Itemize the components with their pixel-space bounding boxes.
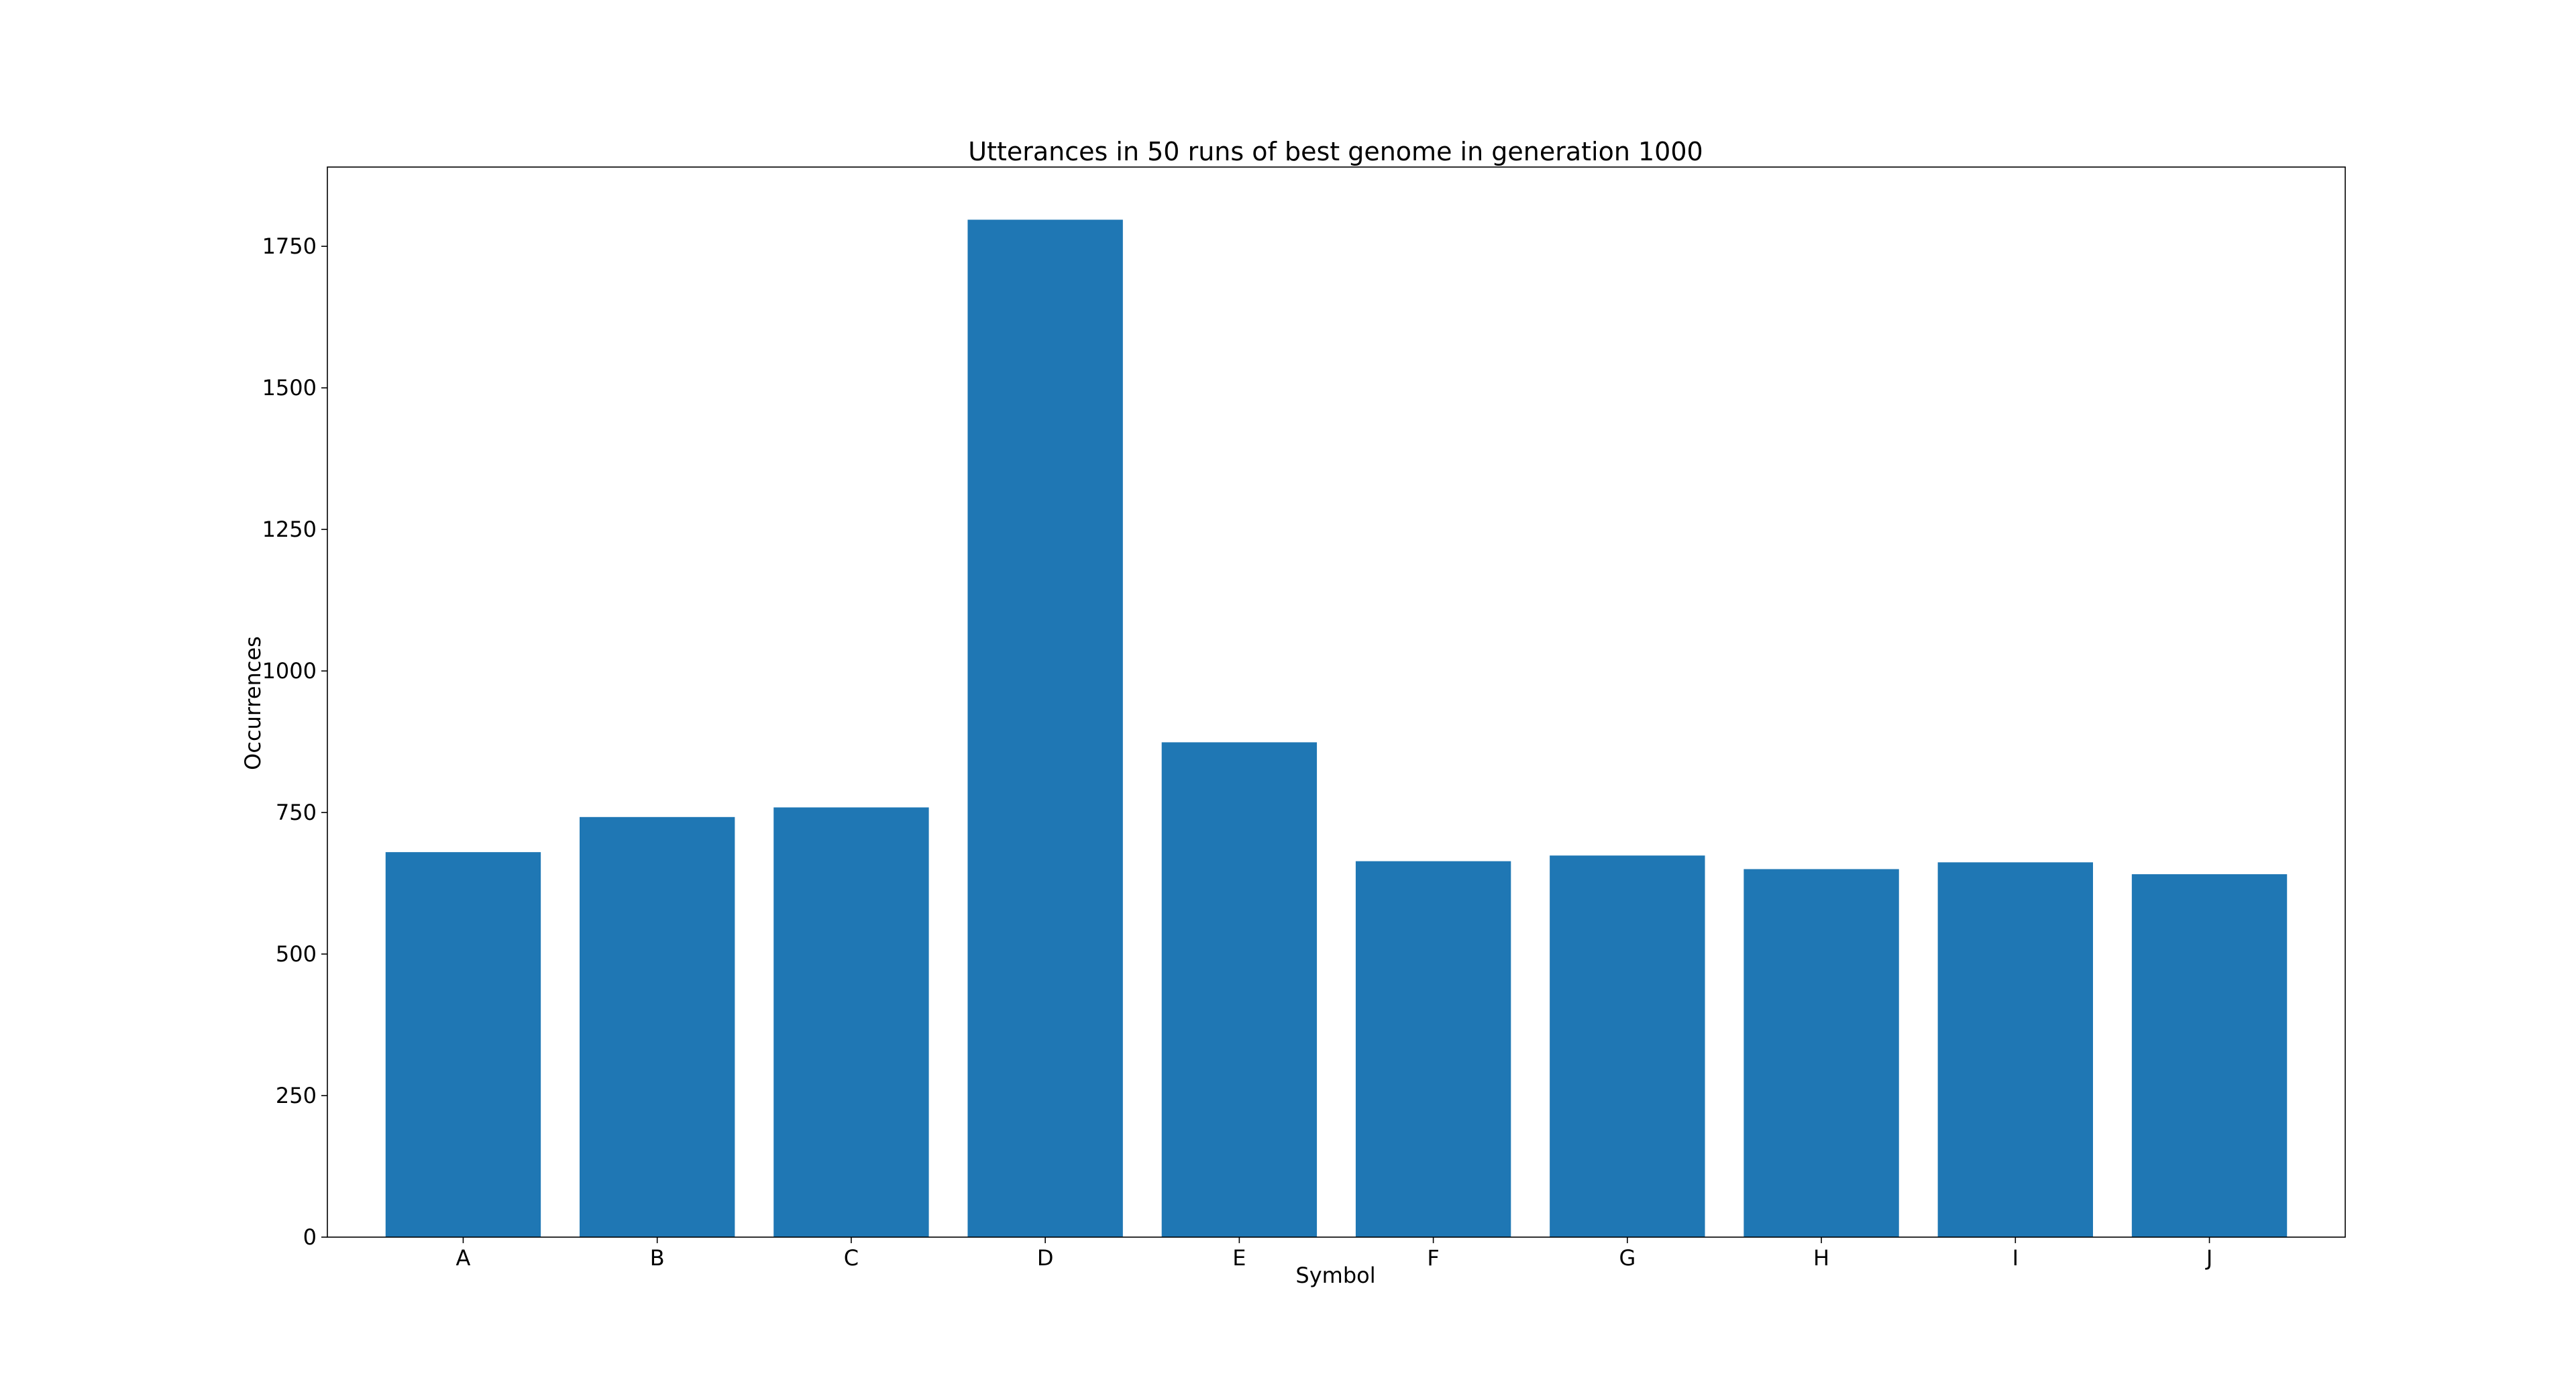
- x-tick-label: C: [844, 1245, 859, 1271]
- bar-I: [1937, 862, 2093, 1237]
- y-tick-label: 250: [276, 1083, 317, 1108]
- x-tick-label: J: [2205, 1245, 2212, 1271]
- bar-A: [385, 852, 541, 1237]
- x-tick-label: A: [456, 1245, 471, 1271]
- y-axis-ticks: 0 250 500 750 1000 1250 1500 1750: [262, 233, 327, 1250]
- y-tick-label: 1500: [262, 375, 317, 401]
- x-tick-label: E: [1232, 1245, 1246, 1271]
- bar-E: [1161, 742, 1318, 1237]
- x-axis-ticks: A B C D E F G H I J: [456, 1237, 2212, 1271]
- x-tick-label: F: [1427, 1245, 1439, 1271]
- y-tick-label: 1750: [262, 233, 317, 259]
- y-tick-label: 0: [303, 1224, 317, 1250]
- bar-G: [1550, 855, 1705, 1237]
- plot-area-frame: [327, 166, 2346, 1238]
- bar-J: [2131, 874, 2288, 1237]
- x-tick-label: B: [650, 1245, 665, 1271]
- y-tick-label: 750: [276, 800, 317, 825]
- y-axis-label: Occurrences: [240, 636, 266, 770]
- y-tick-label: 500: [276, 941, 317, 967]
- bar-D: [967, 219, 1123, 1238]
- chart-title: Utterances in 50 runs of best genome in …: [968, 137, 1703, 166]
- y-tick-label: 1000: [262, 658, 317, 684]
- bar-F: [1355, 861, 1511, 1237]
- bar-C: [773, 807, 929, 1237]
- x-axis-label: Symbol: [1295, 1263, 1375, 1288]
- y-tick-label: 1250: [262, 517, 317, 542]
- bar-B: [580, 816, 735, 1237]
- x-tick-label: D: [1037, 1245, 1054, 1271]
- x-tick-label: H: [1813, 1245, 1829, 1271]
- bar-H: [1743, 869, 1899, 1237]
- x-tick-label: G: [1619, 1245, 1635, 1271]
- x-tick-label: I: [2012, 1245, 2019, 1271]
- bars-group: [385, 219, 2288, 1238]
